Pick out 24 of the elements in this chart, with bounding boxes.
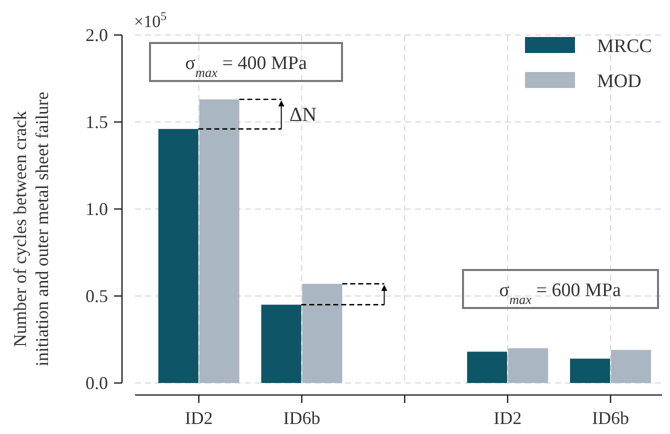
y-axis-title: Number of cycles between crack initiation and outer metal sheet failure	[10, 92, 52, 366]
y-tick-label: 1.0	[86, 199, 108, 219]
annotation: ΔN	[289, 104, 317, 126]
bar	[158, 128, 198, 383]
annotation: σ$_{max}$ = 400 MPa	[185, 53, 308, 80]
x-tick-label: ID6b	[283, 408, 320, 428]
bar	[302, 284, 342, 383]
x-tick-label: ID6b	[592, 408, 630, 428]
legend-label: MOD	[597, 71, 642, 92]
text: ×10$^{5}$	[134, 9, 167, 31]
y-tick-label: 0.0	[86, 373, 108, 393]
bar	[611, 350, 652, 383]
legend-label: MRCC	[597, 36, 652, 57]
bar	[467, 352, 508, 383]
annotation: σ$_{max}$ = 600 MPa	[499, 280, 622, 306]
x-tick-label: ID2	[494, 408, 522, 428]
bar	[508, 348, 548, 383]
y-tick-label: 1.5	[86, 112, 108, 132]
bar	[261, 304, 302, 383]
x-tick-label: ID2	[184, 408, 213, 428]
bar	[570, 358, 610, 383]
bar	[199, 99, 240, 383]
y-tick-label: 0.5	[86, 286, 108, 306]
y-tick-label: 2.0	[86, 25, 108, 45]
